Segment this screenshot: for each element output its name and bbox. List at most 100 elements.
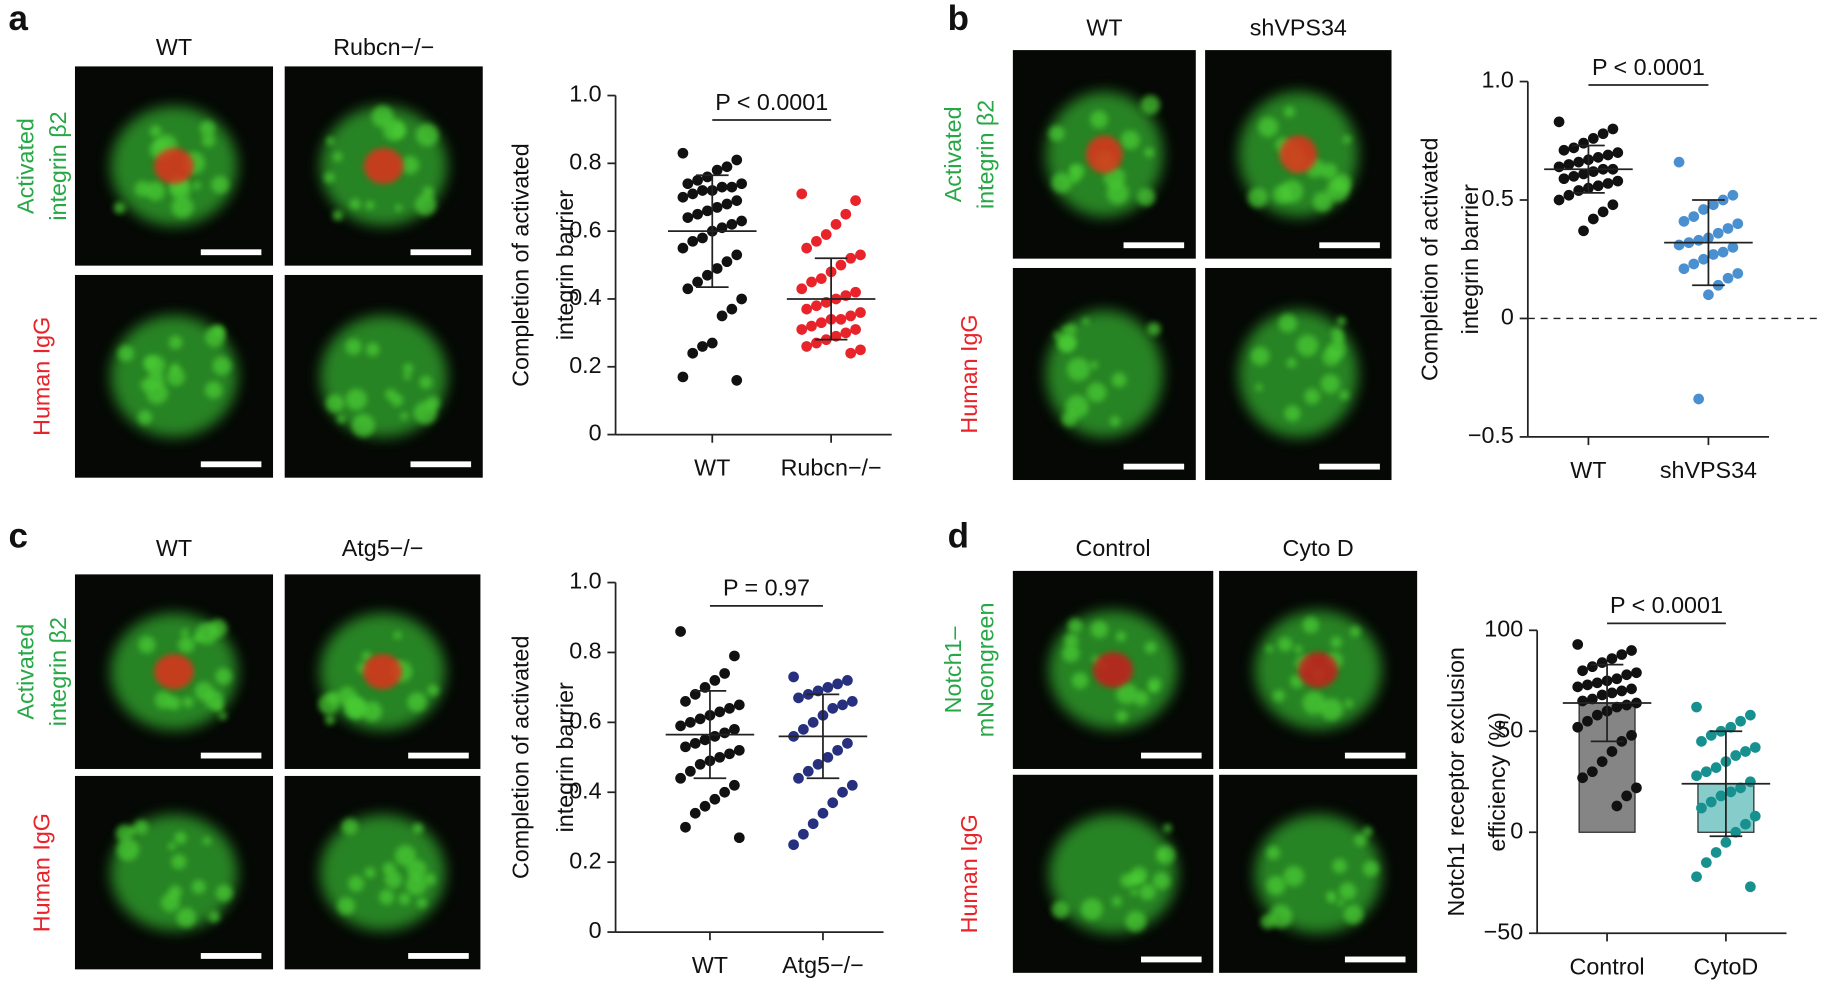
cell-speckle [1326,178,1350,202]
cell-speckle [419,375,433,389]
data-point [706,337,718,349]
scale-bar [410,249,472,256]
cell-signal [1254,814,1382,934]
data-point [699,734,711,746]
cell-speckle [1326,890,1336,901]
cell-speckle [345,338,362,355]
x-tick-label: Atg5−/− [782,952,864,978]
cell-speckle [1086,382,1107,403]
data-point [1611,673,1623,685]
cell-speckle [394,845,416,867]
cell-speckle [1342,135,1352,144]
cell-speckle [371,105,394,128]
data-point [729,650,740,662]
cell-speckle [423,873,436,886]
scale-bar [1123,242,1185,249]
y-axis-label: integrin barrier [1457,184,1483,334]
data-point [1732,218,1744,230]
target-signal [1093,652,1134,688]
data-point [1730,750,1742,761]
row-label: mNeongreen [972,603,998,738]
data-point [1606,653,1618,664]
data-point [1710,847,1722,858]
cell-speckle [365,342,380,357]
cell-speckle [1354,833,1367,847]
scale-bar [1319,463,1380,470]
cell-speckle [115,824,133,842]
data-point [830,219,842,230]
y-tick-label: 100 [1484,615,1523,641]
cell-speckle [1125,911,1147,932]
y-axis-label: Completion of activated [508,636,534,879]
data-point [798,723,809,735]
data-point [1712,227,1724,239]
panel-letter: d [948,517,969,556]
target-signal [1086,135,1123,174]
data-point [729,779,740,791]
data-point [1631,667,1642,679]
scale-bar [200,953,262,959]
x-tick-label: WT [1570,457,1606,483]
y-tick-label: 1.0 [569,81,601,107]
data-point [1587,213,1599,225]
scale-bar [1319,242,1380,249]
cell-speckle [180,628,189,637]
data-point [1591,709,1603,721]
cell-speckle [128,826,137,835]
cell-speckle [1147,322,1161,336]
data-point [733,699,745,711]
data-point [731,374,743,386]
cell-speckle [393,631,402,640]
data-point [1700,766,1712,778]
cell-speckle [1286,357,1297,368]
cell-speckle [1139,883,1156,901]
data-point [682,212,694,223]
cell-speckle [362,701,383,722]
cell-speckle [218,711,227,720]
scale-bar [200,461,262,468]
data-point [1725,786,1737,798]
data-point [724,748,735,760]
cell-speckle [117,345,134,362]
data-point [1707,249,1719,260]
row-label: Human IgG [956,314,982,433]
cell-speckle [1250,346,1270,366]
cell-speckle [1302,616,1319,634]
data-point [1688,211,1700,222]
data-point [682,283,694,295]
data-point [677,191,689,203]
cell-speckle [1349,626,1361,637]
cell-speckle [1320,374,1340,394]
data-point [1673,156,1685,168]
cell-speckle [182,696,194,708]
data-point [1722,272,1734,284]
data-point [1573,156,1584,168]
row-label: integrin β2 [972,100,998,209]
data-point [796,283,808,295]
data-point [689,807,701,819]
data-point [842,675,853,686]
cell-speckle [416,897,428,909]
data-point [736,215,747,227]
data-point [1611,701,1623,713]
data-point [1693,393,1705,405]
cell-speckle [1304,388,1321,405]
y-tick-label: 0 [1510,817,1523,843]
cell-speckle [394,204,403,212]
data-point [1727,242,1739,253]
scale-bar [1141,956,1202,963]
cell-speckle [1330,636,1342,649]
cell-speckle [1089,361,1098,370]
y-tick-label: 0.5 [1481,185,1513,211]
cell-speckle [1057,334,1075,352]
cell-speckle [1272,185,1292,204]
data-point [1745,709,1756,721]
cell-speckle [1048,125,1065,142]
x-tick-label: Control [1570,953,1645,979]
cell-speckle [166,367,185,386]
cell-speckle [1115,682,1138,705]
data-point [1572,639,1584,650]
data-point [1568,170,1580,182]
data-point [1626,729,1637,741]
cell-speckle [1332,858,1347,874]
